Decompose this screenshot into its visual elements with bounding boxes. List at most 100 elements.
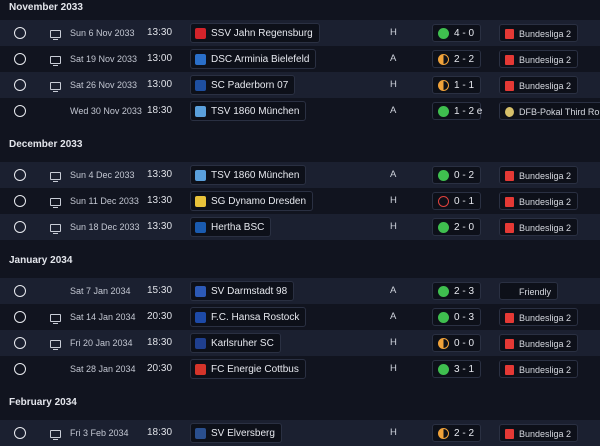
select-radio[interactable] [14, 311, 26, 323]
result-box[interactable]: 0 - 3 [432, 308, 481, 326]
result-score: 2 - 3 [454, 286, 475, 297]
result-box[interactable]: 2 - 3 [432, 282, 481, 300]
fixture-row[interactable]: Sun 11 Dec 2033 13:30 SG Dynamo Dresden … [0, 188, 600, 214]
fixture-time: 20:30 [147, 363, 173, 374]
result-box[interactable]: 3 - 1 [432, 360, 481, 378]
fixture-date: Sat 7 Jan 2034 [70, 286, 131, 296]
result-box[interactable]: 1 - 1 [432, 76, 481, 94]
result-score: 0 - 1 [454, 196, 475, 207]
select-radio[interactable] [14, 53, 26, 65]
fixture-row[interactable]: Sat 19 Nov 2033 13:00 DSC Arminia Bielef… [0, 46, 600, 72]
venue-indicator: H [390, 337, 397, 348]
month-header: January 2034 [9, 255, 73, 266]
select-radio[interactable] [14, 427, 26, 439]
dfb-pokal-icon [505, 107, 514, 117]
month-header: December 2033 [9, 139, 83, 150]
fixture-row[interactable]: Sat 28 Jan 2034 20:30 FC Energie Cottbus… [0, 356, 600, 382]
competition-label[interactable]: Bundesliga 2 [499, 308, 579, 326]
competition-label[interactable]: Friendly [499, 282, 559, 300]
fixture-row[interactable]: Fri 20 Jan 2034 18:30 Karlsruher SC H 0 … [0, 330, 600, 356]
select-radio[interactable] [14, 105, 26, 117]
fixture-row[interactable]: Sat 14 Jan 2034 20:30 F.C. Hansa Rostock… [0, 304, 600, 330]
tv-broadcast-icon [50, 56, 61, 66]
result-box[interactable]: 0 - 1 [432, 192, 481, 210]
win-indicator-icon [438, 364, 449, 375]
competition-label[interactable]: Bundesliga 2 [499, 192, 579, 210]
fixture-time: 13:30 [147, 169, 173, 180]
competition-label[interactable]: Bundesliga 2 [499, 424, 579, 442]
competition-label[interactable]: Bundesliga 2 [499, 360, 579, 378]
competition-label[interactable]: Bundesliga 2 [499, 166, 579, 184]
team-crest-icon [195, 364, 206, 375]
competition-name: Bundesliga 2 [519, 429, 572, 439]
bundesliga-2-icon [505, 429, 514, 439]
team-crest-icon [195, 312, 206, 323]
competition-label[interactable]: DFB-Pokal Third Round [499, 102, 600, 120]
fixture-row[interactable]: Sat 26 Nov 2033 13:00 SC Paderborn 07 H … [0, 72, 600, 98]
team-crest-icon [195, 338, 206, 349]
fixture-row[interactable]: Sun 18 Dec 2033 13:30 Hertha BSC H 2 - 0… [0, 214, 600, 240]
select-radio[interactable] [14, 363, 26, 375]
competition-label[interactable]: Bundesliga 2 [499, 334, 579, 352]
month-header: November 2033 [9, 2, 83, 13]
tv-broadcast-icon [50, 82, 61, 92]
fixture-row[interactable]: Fri 3 Feb 2034 18:30 SV Elversberg H 2 -… [0, 420, 600, 446]
competition-name: Bundesliga 2 [519, 81, 572, 91]
select-radio[interactable] [14, 195, 26, 207]
opponent-team[interactable]: TSV 1860 München [190, 165, 307, 185]
fixture-row[interactable]: Sat 7 Jan 2034 15:30 SV Darmstadt 98 A 2… [0, 278, 600, 304]
fixture-date: Fri 20 Jan 2034 [70, 338, 133, 348]
result-box[interactable]: 2 - 2 [432, 50, 481, 68]
win-indicator-icon [438, 312, 449, 323]
opponent-team[interactable]: DSC Arminia Bielefeld [190, 49, 317, 69]
opponent-team[interactable]: SG Dynamo Dresden [190, 191, 314, 211]
competition-label[interactable]: Bundesliga 2 [499, 24, 579, 42]
opponent-team-name: DSC Arminia Bielefeld [211, 54, 310, 65]
opponent-team[interactable]: SV Elversberg [190, 423, 282, 443]
venue-indicator: A [390, 285, 397, 296]
opponent-team[interactable]: Karlsruher SC [190, 333, 281, 353]
team-crest-icon [195, 222, 206, 233]
fixture-row[interactable]: Sun 4 Dec 2033 13:30 TSV 1860 München A … [0, 162, 600, 188]
select-radio[interactable] [14, 27, 26, 39]
fixture-row[interactable]: Sun 6 Nov 2033 13:30 SSV Jahn Regensburg… [0, 20, 600, 46]
opponent-team[interactable]: SSV Jahn Regensburg [190, 23, 320, 43]
select-radio[interactable] [14, 79, 26, 91]
competition-name: Friendly [519, 287, 552, 297]
select-radio[interactable] [14, 221, 26, 233]
result-box[interactable]: 1 - 2 e [432, 102, 482, 120]
opponent-team[interactable]: SC Paderborn 07 [190, 75, 296, 95]
competition-label[interactable]: Bundesliga 2 [499, 218, 579, 236]
venue-indicator: H [390, 27, 397, 38]
select-radio[interactable] [14, 285, 26, 297]
result-box[interactable]: 0 - 2 [432, 166, 481, 184]
opponent-team-name: SG Dynamo Dresden [211, 196, 307, 207]
draw-indicator-icon [438, 80, 449, 91]
select-radio[interactable] [14, 169, 26, 181]
select-radio[interactable] [14, 337, 26, 349]
bundesliga-2-icon [505, 365, 514, 375]
competition-label[interactable]: Bundesliga 2 [499, 76, 579, 94]
opponent-team[interactable]: SV Darmstadt 98 [190, 281, 295, 301]
fixture-date: Wed 30 Nov 2033 [70, 106, 142, 116]
result-box[interactable]: 0 - 0 [432, 334, 481, 352]
bundesliga-2-icon [505, 81, 514, 91]
fixture-row[interactable]: Wed 30 Nov 2033 18:30 TSV 1860 München A… [0, 98, 600, 124]
opponent-team[interactable]: TSV 1860 München [190, 101, 307, 121]
bundesliga-2-icon [505, 313, 514, 323]
result-score: 0 - 2 [454, 170, 475, 181]
competition-name: Bundesliga 2 [519, 339, 572, 349]
result-box[interactable]: 2 - 0 [432, 218, 481, 236]
result-box[interactable]: 4 - 0 [432, 24, 481, 42]
win-indicator-icon [438, 286, 449, 297]
bundesliga-2-icon [505, 55, 514, 65]
result-score: 3 - 1 [454, 364, 475, 375]
result-box[interactable]: 2 - 2 [432, 424, 481, 442]
opponent-team[interactable]: FC Energie Cottbus [190, 359, 306, 379]
result-score: 2 - 2 [454, 428, 475, 439]
result-score: 1 - 1 [454, 80, 475, 91]
opponent-team[interactable]: Hertha BSC [190, 217, 272, 237]
opponent-team[interactable]: F.C. Hansa Rostock [190, 307, 307, 327]
competition-label[interactable]: Bundesliga 2 [499, 50, 579, 68]
